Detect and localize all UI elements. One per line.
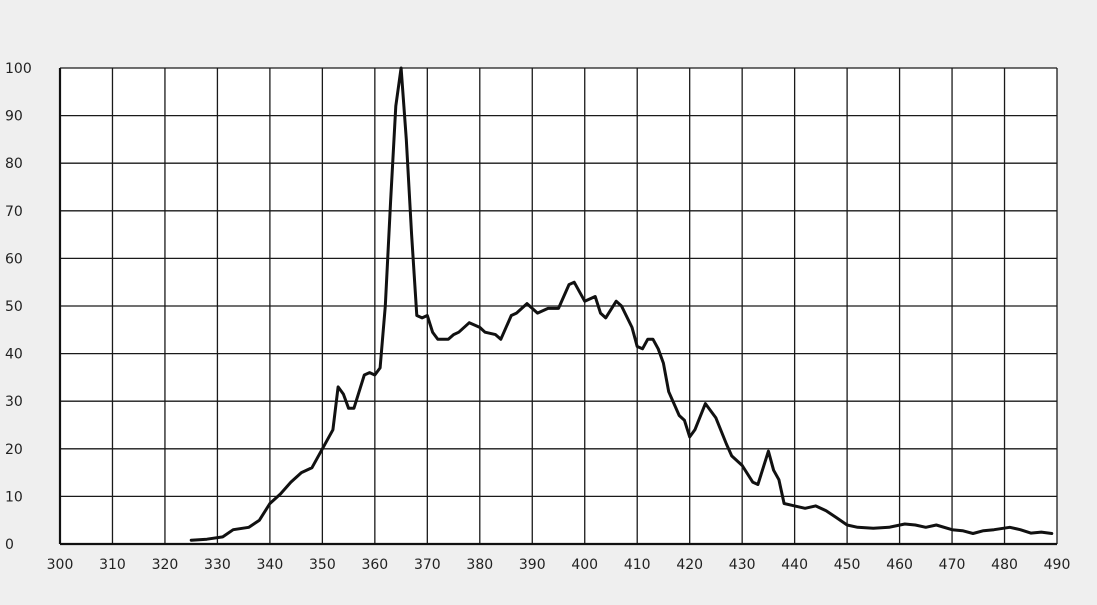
y-tick-label: 70 — [5, 204, 23, 220]
y-tick-label: 60 — [5, 251, 23, 267]
x-tick-label: 400 — [571, 557, 598, 573]
y-tick-label: 30 — [5, 394, 23, 410]
x-tick-label: 430 — [729, 557, 756, 573]
x-tick-label: 410 — [624, 557, 651, 573]
y-tick-label: 90 — [5, 109, 23, 125]
y-tick-label: 50 — [5, 299, 23, 315]
series-layer — [189, 66, 1054, 542]
x-tick-label: 440 — [781, 557, 808, 573]
x-tick-label: 350 — [309, 557, 336, 573]
y-tick-label: 40 — [5, 347, 23, 363]
y-tick-label: 80 — [5, 156, 23, 172]
x-tick-label: 360 — [361, 557, 388, 573]
x-tick-label: 380 — [466, 557, 493, 573]
x-tick-label: 490 — [1044, 557, 1071, 573]
grid — [58, 67, 1058, 546]
x-tick-label: 330 — [204, 557, 231, 573]
y-tick-label: 10 — [5, 489, 23, 505]
x-axis-tick-labels: 300 310 320 330 340 350 360 370 380 390 400 410 420 4… — [47, 557, 1071, 573]
y-tick-label: 0 — [5, 537, 14, 553]
x-tick-label: 390 — [519, 557, 546, 573]
x-tick-label: 370 — [414, 557, 441, 573]
series-line — [189, 66, 1054, 542]
y-tick-label: 20 — [5, 442, 23, 458]
x-tick-label: 470 — [939, 557, 966, 573]
x-tick-label: 420 — [676, 557, 703, 573]
x-tick-label: 460 — [886, 557, 913, 573]
x-tick-label: 340 — [257, 557, 284, 573]
x-tick-label: 480 — [991, 557, 1018, 573]
y-axis-tick-labels: 0 10 20 30 40 50 60 70 80 90 100 — [5, 61, 32, 553]
y-tick-label: 100 — [5, 61, 32, 77]
x-tick-label: 450 — [834, 557, 861, 573]
x-tick-label: 300 — [47, 557, 74, 573]
x-tick-label: 310 — [99, 557, 126, 573]
x-tick-label: 320 — [152, 557, 179, 573]
